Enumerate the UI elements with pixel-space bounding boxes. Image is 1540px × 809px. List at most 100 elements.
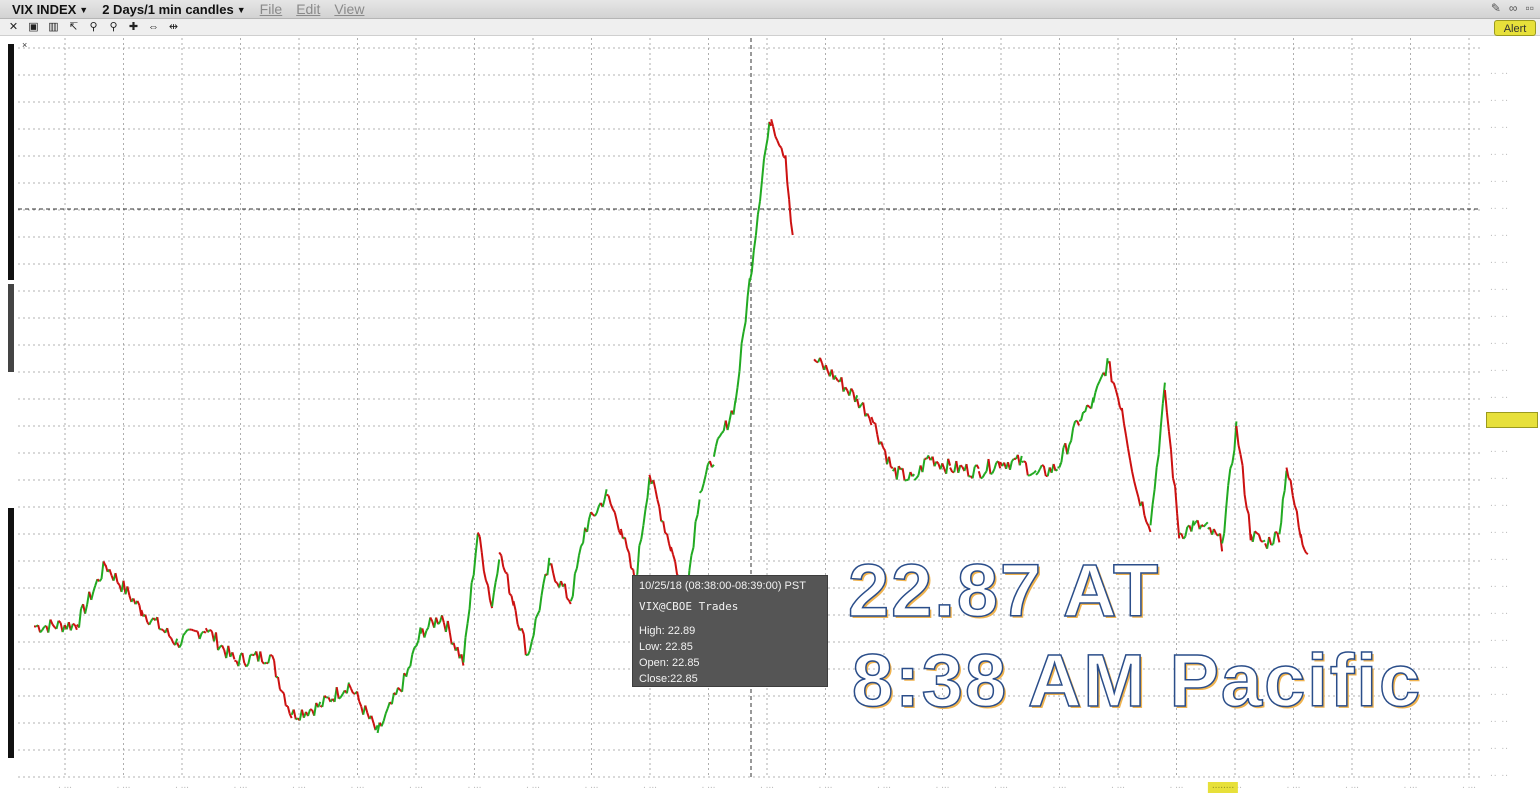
candle-segment [1285, 467, 1290, 479]
candle-segment [267, 654, 272, 664]
alert-button[interactable]: Alert [1494, 20, 1536, 36]
candle-segment [718, 432, 723, 437]
candle-segment [1024, 462, 1029, 476]
candle-segment [1108, 361, 1113, 383]
candle-segment [1021, 460, 1025, 464]
price-tick: ∙∙ ∙∙ [1490, 149, 1509, 160]
candle-segment [470, 574, 475, 584]
draw-tool-icon[interactable]: ↸ [68, 21, 79, 33]
symbol-selector[interactable]: VIX INDEX ▼ [12, 2, 88, 17]
close-icon: × [22, 40, 27, 50]
candle-segment [571, 573, 576, 597]
candle-segment [1257, 534, 1262, 542]
candle-segment [1018, 455, 1023, 466]
candle-segment [1135, 488, 1140, 498]
candle-segment [609, 503, 614, 510]
candle-segment [717, 435, 721, 440]
candle-segment [292, 709, 297, 720]
candle-segment [819, 357, 823, 364]
candle-segment [1219, 533, 1224, 552]
candle-segment [1157, 426, 1162, 455]
time-tick: ∙ ∙∙∙ [1462, 782, 1476, 793]
candle-segment [993, 462, 998, 470]
overlay-price-text: 22.87 AT [847, 548, 1161, 633]
zoom-in-icon[interactable]: ⚲ [89, 21, 98, 33]
candle-segment [692, 521, 697, 548]
candle-segment [575, 555, 580, 569]
candle-segment [494, 573, 499, 583]
candle-segment [1066, 444, 1071, 455]
candle-segment [975, 464, 980, 470]
window-titlebar: VIX INDEX ▼ 2 Days/1 min candles ▼ File Ed… [0, 0, 1540, 19]
candle-segment [618, 530, 622, 536]
menu-view[interactable]: View [334, 1, 365, 17]
candle-segment [288, 713, 293, 719]
candle-segment [630, 567, 634, 571]
window-controls[interactable]: ▫▫ [1525, 1, 1534, 15]
candle-segment [456, 646, 461, 659]
candle-segment [209, 628, 213, 633]
candle-segment [231, 652, 236, 660]
candle-segment [888, 456, 892, 468]
candle-segment [178, 643, 183, 649]
bar-chart-icon[interactable]: ▥ [48, 21, 59, 33]
candle-segment [1141, 501, 1146, 516]
time-axis[interactable]: ∙ ∙∙∙ ∙ ∙∙∙ ∙ ∙∙∙ ∙ ∙∙∙ ∙ ∙∙∙ ∙ ∙∙∙ ∙ ∙∙∙ ∙ ∙∙∙… [18, 778, 1480, 800]
candle-segment [824, 364, 829, 372]
candle-segment [728, 410, 733, 421]
time-cursor-marker: ∙∙∙∙∙∙∙∙ [1207, 782, 1239, 793]
candle-segment [1072, 421, 1077, 429]
close-icon[interactable]: ✕ [8, 21, 19, 33]
candle-segment [271, 654, 276, 661]
range-selector[interactable]: 2 Days/1 min candles ▼ [102, 2, 245, 17]
candle-segment [611, 508, 616, 513]
candle-segment [1301, 544, 1306, 550]
candle-segment [566, 597, 570, 601]
candle-segment [1245, 507, 1250, 515]
candle-segment [761, 158, 765, 181]
wrench-icon[interactable]: ✎ [1490, 1, 1501, 15]
candle-segment [550, 563, 555, 574]
link-icon[interactable]: ∞ [1508, 1, 1518, 15]
candle-segment [1041, 464, 1045, 467]
pan-icon[interactable]: ⇔ [148, 21, 159, 33]
candle-segment [201, 630, 205, 634]
candle-segment [694, 514, 699, 523]
candle-segment [784, 155, 789, 184]
candle-segment [1190, 520, 1195, 532]
candle-segment [364, 705, 369, 714]
candle-segment [646, 477, 651, 498]
candle-segment [698, 490, 703, 494]
candle-segment [245, 663, 250, 668]
left-scroll-strip[interactable] [6, 38, 16, 778]
menu-edit[interactable]: Edit [296, 1, 321, 17]
price-tick: ∙∙ ∙∙ [1490, 203, 1509, 214]
candle-segment [370, 715, 375, 724]
candle-segment [770, 118, 775, 128]
candle-segment [1153, 467, 1158, 490]
candle-segment [160, 628, 164, 632]
price-tick: ∙∙ ∙∙ [1490, 662, 1509, 673]
candle-segment [413, 645, 418, 649]
time-tick: ∙ ∙∙∙ [1345, 782, 1359, 793]
time-tick: ∙ ∙∙∙ [1286, 782, 1301, 793]
candle-segment [834, 376, 839, 381]
split-icon[interactable]: ⇹ [168, 21, 179, 33]
zoom-out-icon[interactable]: ⚲ [109, 21, 118, 33]
price-tick: ∙∙ ∙∙ [1490, 230, 1509, 241]
crosshair-icon[interactable]: ✚ [128, 21, 139, 33]
candle-segment [700, 483, 705, 492]
chart-settings-icon[interactable]: ▣ [28, 21, 39, 33]
time-tick: ∙ ∙∙∙ [584, 782, 599, 793]
candle-segment [642, 509, 647, 526]
menu-file[interactable]: File [259, 1, 283, 17]
time-tick: ∙ ∙∙∙ [701, 782, 716, 793]
candle-segment [528, 641, 533, 651]
strip-segment [8, 284, 14, 372]
price-axis[interactable]: ∙∙ ∙∙ ∙∙ ∙∙ ∙∙ ∙∙ ∙∙ ∙∙ ∙∙ ∙∙ ∙∙ ∙∙ ∙∙ ∙∙ ∙∙ ∙∙… [1480, 38, 1540, 781]
candle-segment [1111, 381, 1115, 384]
candle-segment [247, 654, 252, 665]
candle-segment [401, 673, 406, 692]
candle-segment [766, 121, 771, 139]
price-tick: ∙∙ ∙∙ [1490, 716, 1509, 727]
